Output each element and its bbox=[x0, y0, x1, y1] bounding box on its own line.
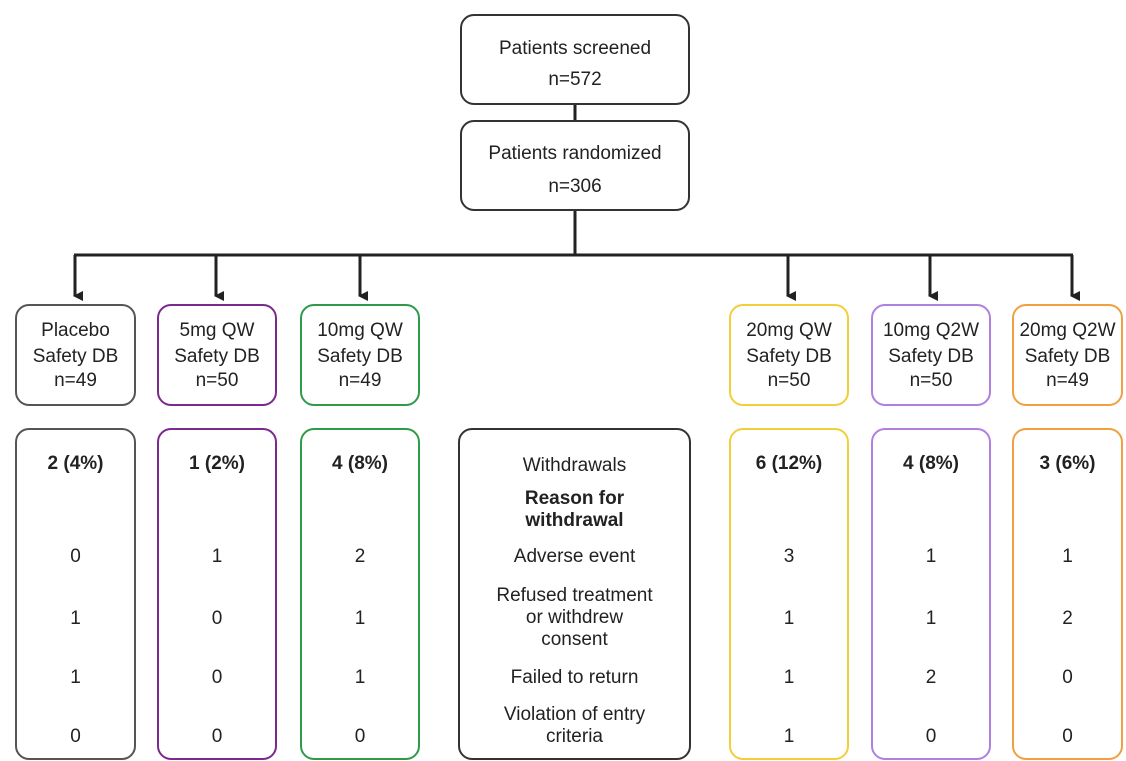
adverse-event-label: Adverse event bbox=[513, 546, 636, 567]
20mg-qw-withdrawals-box: 6 (12%) 3 1 1 1 bbox=[729, 428, 849, 760]
arm-name: 10mg Q2W bbox=[882, 320, 980, 341]
arm-10mg-q2w-box: 10mg Q2W Safety DB n=50 bbox=[871, 304, 991, 406]
adverse-count: 2 bbox=[354, 546, 366, 567]
adverse-count: 1 bbox=[1062, 546, 1073, 567]
failed-count: 0 bbox=[1062, 667, 1073, 688]
violation-label-line1: Violation of entry bbox=[503, 704, 646, 725]
violation-count: 0 bbox=[925, 726, 937, 747]
arm-db: Safety DB bbox=[174, 346, 260, 367]
screened-label: Patients screened bbox=[498, 38, 652, 59]
adverse-count: 1 bbox=[211, 546, 223, 567]
20mg-q2w-withdrawals-box: 3 (6%) 1 2 0 0 bbox=[1012, 428, 1123, 760]
arm-name: Placebo bbox=[41, 320, 110, 341]
refused-count: 0 bbox=[211, 608, 223, 629]
refused-count: 1 bbox=[354, 608, 366, 629]
refused-label-line3: consent bbox=[541, 629, 608, 650]
arm-n: n=49 bbox=[54, 370, 97, 391]
arm-name: 20mg QW bbox=[746, 320, 832, 341]
violation-label-line2: criteria bbox=[545, 726, 603, 747]
withdrawal-total: 4 (8%) bbox=[903, 453, 959, 474]
failed-count: 1 bbox=[354, 667, 366, 688]
withdrawal-total: 2 (4%) bbox=[47, 453, 104, 474]
withdrawal-reasons-legend-box: Withdrawals Reason for withdrawal Advers… bbox=[458, 428, 691, 760]
withdrawal-total: 3 (6%) bbox=[1039, 453, 1096, 474]
adverse-count: 3 bbox=[783, 546, 795, 567]
randomized-count: n=306 bbox=[548, 176, 602, 197]
arm-name: 20mg Q2W bbox=[1019, 320, 1116, 341]
failed-label: Failed to return bbox=[510, 667, 639, 688]
10mg-qw-withdrawals-box: 4 (8%) 2 1 1 0 bbox=[300, 428, 420, 760]
withdrawal-total: 6 (12%) bbox=[755, 453, 823, 474]
refused-label-line1: Refused treatment bbox=[496, 585, 653, 606]
failed-count: 1 bbox=[783, 667, 795, 688]
violation-count: 0 bbox=[211, 726, 223, 747]
failed-count: 1 bbox=[70, 667, 81, 688]
adverse-count: 1 bbox=[925, 546, 937, 567]
arm-db: Safety DB bbox=[1024, 346, 1111, 367]
arm-n: n=50 bbox=[909, 370, 953, 391]
arm-db: Safety DB bbox=[746, 346, 832, 367]
patients-screened-box: Patients screened n=572 bbox=[460, 14, 690, 105]
placebo-withdrawals-box: 2 (4%) 0 1 1 0 bbox=[15, 428, 136, 760]
5mg-qw-withdrawals-box: 1 (2%) 1 0 0 0 bbox=[157, 428, 277, 760]
10mg-q2w-withdrawals-box: 4 (8%) 1 1 2 0 bbox=[871, 428, 991, 760]
refused-count: 1 bbox=[925, 608, 937, 629]
violation-count: 1 bbox=[783, 726, 795, 747]
violation-count: 0 bbox=[70, 726, 81, 747]
violation-count: 0 bbox=[354, 726, 366, 747]
failed-count: 2 bbox=[925, 667, 937, 688]
arm-n: n=49 bbox=[1046, 370, 1089, 391]
arm-10mg-qw-box: 10mg QW Safety DB n=49 bbox=[300, 304, 420, 406]
randomized-label: Patients randomized bbox=[488, 143, 662, 164]
arm-n: n=50 bbox=[195, 370, 239, 391]
arm-n: n=49 bbox=[338, 370, 382, 391]
arm-20mg-qw-box: 20mg QW Safety DB n=50 bbox=[729, 304, 849, 406]
refused-count: 1 bbox=[783, 608, 795, 629]
arm-5mg-qw-box: 5mg QW Safety DB n=50 bbox=[157, 304, 277, 406]
withdrawal-total: 1 (2%) bbox=[189, 453, 245, 474]
screened-count: n=572 bbox=[548, 69, 602, 90]
refused-count: 2 bbox=[1062, 608, 1073, 629]
patients-randomized-box: Patients randomized n=306 bbox=[460, 120, 690, 211]
failed-count: 0 bbox=[211, 667, 223, 688]
withdrawals-heading: Withdrawals bbox=[522, 455, 627, 476]
arm-db: Safety DB bbox=[317, 346, 403, 367]
arm-db: Safety DB bbox=[888, 346, 974, 367]
refused-count: 1 bbox=[70, 608, 81, 629]
arm-name: 10mg QW bbox=[317, 320, 403, 341]
arm-20mg-q2w-box: 20mg Q2W Safety DB n=49 bbox=[1012, 304, 1123, 406]
refused-label-line2: or withdrew bbox=[525, 607, 624, 628]
arm-n: n=50 bbox=[767, 370, 811, 391]
reason-heading-line2: withdrawal bbox=[525, 510, 624, 531]
arm-name: 5mg QW bbox=[179, 320, 255, 341]
arm-db: Safety DB bbox=[32, 346, 119, 367]
withdrawal-total: 4 (8%) bbox=[332, 453, 388, 474]
arm-placebo-box: Placebo Safety DB n=49 bbox=[15, 304, 136, 406]
reason-heading-line1: Reason for bbox=[524, 488, 625, 509]
violation-count: 0 bbox=[1062, 726, 1073, 747]
adverse-count: 0 bbox=[70, 546, 81, 567]
